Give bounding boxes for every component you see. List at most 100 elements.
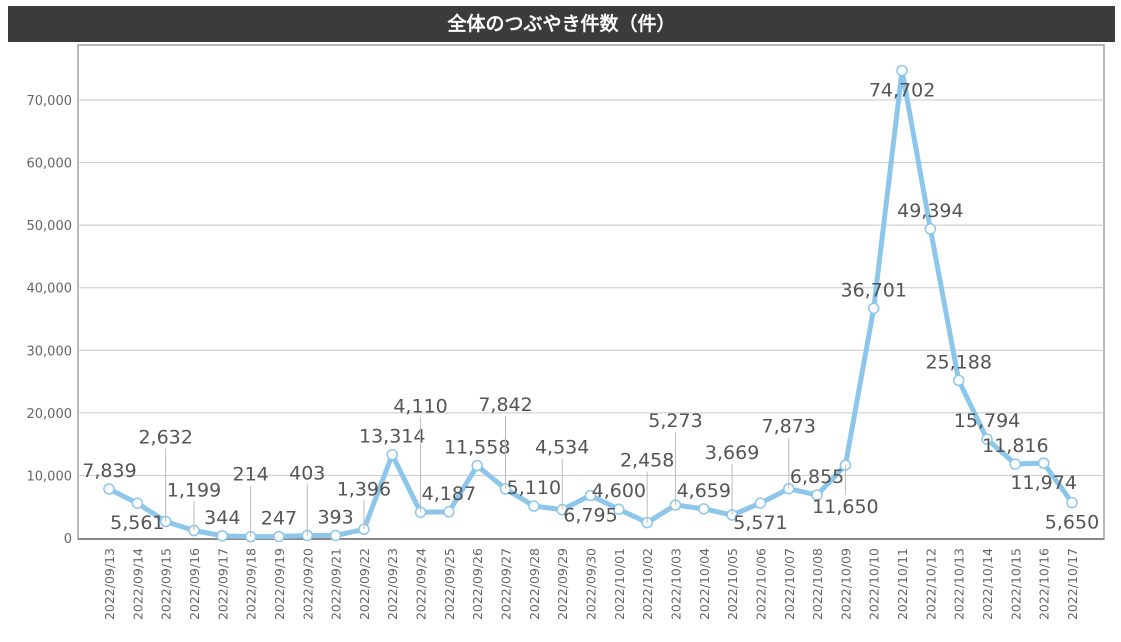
data-point — [867, 302, 880, 315]
x-tick-label: 2022/10/10 — [867, 548, 882, 620]
data-point — [613, 503, 625, 515]
data-point — [103, 483, 115, 495]
data-label: 3,669 — [705, 442, 759, 464]
data-label: 5,650 — [1045, 512, 1099, 534]
data-point — [471, 459, 483, 472]
data-point — [273, 530, 285, 543]
x-tick-label: 2022/09/15 — [159, 548, 174, 620]
data-label: 7,839 — [82, 460, 136, 482]
x-tick-label: 2022/09/17 — [215, 548, 230, 620]
x-tick-label: 2022/10/14 — [980, 548, 995, 620]
data-label: 5,561 — [110, 512, 164, 534]
x-tick-label: 2022/09/29 — [555, 548, 570, 620]
data-label: 5,273 — [648, 410, 702, 432]
x-tick-label: 2022/09/20 — [300, 548, 315, 620]
data-point — [754, 497, 767, 509]
x-tick-label: 2022/09/19 — [272, 548, 287, 620]
x-tick-label: 2022/10/12 — [923, 548, 938, 620]
x-tick-label: 2022/10/11 — [895, 548, 910, 620]
y-tick-label: 30,000 — [27, 344, 73, 359]
data-label: 2,458 — [620, 450, 674, 472]
data-point — [386, 448, 398, 461]
data-label: 214 — [232, 464, 268, 486]
data-label: 4,659 — [677, 480, 731, 502]
x-tick-label: 2022/10/07 — [782, 548, 797, 620]
y-tick-label: 50,000 — [27, 219, 73, 234]
x-tick-label: 2022/10/13 — [952, 548, 967, 620]
data-label: 25,188 — [925, 351, 991, 373]
data-label: 4,110 — [393, 395, 447, 417]
x-tick-label: 2022/10/02 — [640, 548, 655, 620]
chart-title: 全体のつぶやき件数（件） — [8, 6, 1115, 42]
y-tick-label: 0 — [64, 532, 72, 547]
x-tick-label: 2022/09/14 — [130, 548, 145, 620]
data-point — [329, 529, 342, 542]
data-point — [924, 223, 937, 235]
data-label: 393 — [317, 507, 353, 529]
data-point — [811, 489, 823, 501]
data-label: 11,816 — [982, 435, 1048, 457]
data-label: 4,534 — [535, 437, 589, 459]
x-tick-label: 2022/10/03 — [668, 548, 683, 620]
x-tick-label: 2022/10/08 — [810, 548, 825, 620]
x-tick-label: 2022/09/30 — [584, 548, 599, 620]
data-label: 403 — [289, 462, 325, 484]
data-point — [952, 374, 965, 387]
x-tick-label: 2022/09/21 — [329, 548, 344, 620]
data-label: 1,396 — [337, 478, 391, 500]
data-label: 7,842 — [478, 394, 532, 416]
data-label: 74,702 — [869, 80, 935, 102]
x-tick-label: 2022/09/28 — [527, 548, 542, 620]
data-label: 13,314 — [359, 426, 425, 448]
data-label: 4,187 — [422, 483, 476, 505]
data-label: 11,974 — [1010, 472, 1076, 494]
data-point — [1066, 496, 1078, 509]
data-point — [131, 497, 144, 509]
plot-area — [77, 44, 1105, 540]
x-tick-label: 2022/10/01 — [612, 548, 627, 620]
data-label: 7,873 — [762, 416, 816, 438]
x-tick-label: 2022/10/09 — [838, 548, 853, 620]
y-tick-label: 20,000 — [27, 407, 73, 422]
x-tick-label: 2022/10/06 — [753, 548, 768, 620]
y-tick-label: 10,000 — [27, 469, 73, 484]
data-label: 5,571 — [733, 512, 787, 534]
x-tick-label: 2022/09/18 — [244, 548, 259, 620]
x-tick-label: 2022/09/13 — [102, 548, 117, 620]
x-tick-label: 2022/09/24 — [414, 548, 429, 620]
x-tick-label: 2022/10/15 — [1008, 548, 1023, 620]
data-label: 6,855 — [790, 466, 844, 488]
x-tick-label: 2022/09/23 — [385, 548, 400, 620]
x-tick-label: 2022/09/26 — [470, 548, 485, 620]
data-point — [896, 64, 908, 77]
data-point — [584, 489, 597, 502]
data-point — [1037, 457, 1050, 469]
data-label: 36,701 — [840, 279, 906, 301]
data-label: 5,110 — [507, 477, 561, 499]
x-tick-label: 2022/09/16 — [187, 548, 202, 620]
x-tick-label: 2022/09/27 — [499, 548, 514, 620]
data-label: 2,632 — [138, 427, 192, 449]
data-label: 11,650 — [812, 496, 878, 518]
y-tick-label: 60,000 — [27, 157, 73, 172]
x-tick-label: 2022/10/16 — [1037, 548, 1052, 620]
y-tick-label: 40,000 — [27, 282, 73, 297]
data-point — [981, 433, 993, 445]
x-tick-label: 2022/10/17 — [1065, 548, 1080, 620]
data-label: 1,199 — [167, 479, 221, 501]
data-point — [1009, 458, 1022, 470]
data-point — [528, 500, 540, 512]
data-label: 49,394 — [897, 200, 963, 222]
data-label: 247 — [261, 507, 297, 529]
data-label: 15,794 — [954, 410, 1020, 432]
data-point — [216, 530, 229, 542]
x-tick-label: 2022/10/04 — [697, 548, 712, 620]
data-label: 11,558 — [444, 437, 510, 459]
y-tick-label: 70,000 — [27, 94, 73, 109]
data-label: 6,795 — [563, 504, 617, 526]
data-point — [698, 503, 710, 515]
data-point — [443, 506, 455, 518]
x-tick-label: 2022/09/22 — [357, 548, 372, 620]
x-tick-label: 2022/09/25 — [442, 548, 457, 620]
